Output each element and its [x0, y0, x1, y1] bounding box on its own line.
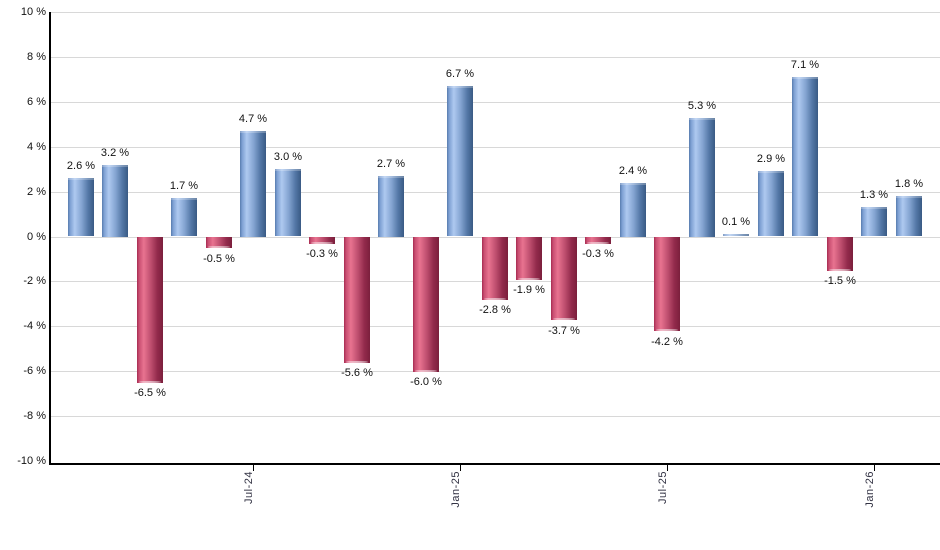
positive-bar	[102, 165, 128, 237]
y-tick-label: 0 %	[27, 231, 46, 243]
gridline	[50, 416, 940, 417]
positive-bar	[620, 183, 646, 237]
bar-value-label: 4.7 %	[238, 113, 268, 125]
gridline	[50, 326, 940, 327]
bar-value-label: 2.6 %	[66, 160, 96, 172]
negative-bar	[827, 237, 853, 271]
x-axis-line	[49, 463, 940, 465]
positive-bar	[896, 196, 922, 236]
y-tick-label: -10 %	[17, 455, 46, 467]
x-tick-label: Jan-25	[450, 471, 462, 508]
bar-value-label: 1.3 %	[859, 189, 889, 201]
x-tick-mark	[460, 465, 461, 471]
negative-bar	[413, 237, 439, 372]
y-tick-label: 2 %	[27, 186, 46, 198]
gridline	[50, 147, 940, 148]
x-tick-mark	[874, 465, 875, 471]
x-tick-mark	[253, 465, 254, 471]
bar-value-label: -0.3 %	[306, 248, 338, 260]
gridline	[50, 57, 940, 58]
bar-value-label: -0.5 %	[203, 253, 235, 265]
bar-value-label: 3.2 %	[100, 147, 130, 159]
negative-bar	[206, 237, 232, 248]
positive-bar	[723, 234, 749, 236]
negative-bar	[551, 237, 577, 320]
y-tick-label: 4 %	[27, 141, 46, 153]
bar-value-label: -6.0 %	[410, 376, 442, 388]
positive-bar	[861, 207, 887, 236]
positive-bar	[240, 131, 266, 237]
negative-bar	[482, 237, 508, 300]
negative-bar	[309, 237, 335, 244]
positive-bar	[378, 176, 404, 237]
positive-bar	[758, 171, 784, 236]
y-tick-label: -4 %	[23, 320, 46, 332]
x-tick-label: Jul-24	[243, 471, 255, 504]
gridline	[50, 102, 940, 103]
positive-bar	[275, 169, 301, 236]
y-tick-label: -6 %	[23, 365, 46, 377]
bar-value-label: -0.3 %	[582, 248, 614, 260]
positive-bar	[792, 77, 818, 236]
gridline	[50, 192, 940, 193]
positive-bar	[447, 86, 473, 236]
positive-bar	[68, 178, 94, 236]
bar-value-label: 2.4 %	[618, 165, 648, 177]
y-tick-label: 6 %	[27, 96, 46, 108]
bar-value-label: -4.2 %	[651, 336, 683, 348]
bar-value-label: -1.5 %	[824, 275, 856, 287]
bar-value-label: -2.8 %	[479, 304, 511, 316]
x-tick-label: Jan-26	[864, 471, 876, 508]
bar-value-label: 2.9 %	[756, 153, 786, 165]
negative-bar	[585, 237, 611, 244]
y-axis-line	[49, 12, 51, 464]
positive-bar	[689, 118, 715, 237]
y-tick-label: -8 %	[23, 410, 46, 422]
negative-bar	[137, 237, 163, 383]
y-tick-label: -2 %	[23, 275, 46, 287]
bar-value-label: 5.3 %	[687, 100, 717, 112]
y-tick-label: 10 %	[20, 6, 46, 18]
bar-value-label: -3.7 %	[548, 325, 580, 337]
y-tick-label: 8 %	[27, 51, 46, 63]
bar-value-label: 3.0 %	[273, 151, 303, 163]
bar-value-label: 0.1 %	[721, 216, 751, 228]
positive-bar	[171, 198, 197, 236]
gridline	[50, 12, 940, 13]
bar-value-label: 7.1 %	[790, 59, 820, 71]
gridline	[50, 371, 940, 372]
bar-value-label: 6.7 %	[445, 68, 475, 80]
x-tick-mark	[667, 465, 668, 471]
x-tick-label: Jul-25	[657, 471, 669, 504]
negative-bar	[516, 237, 542, 280]
negative-bar	[344, 237, 370, 363]
bar-value-label: -5.6 %	[341, 367, 373, 379]
bar-value-label: 1.8 %	[894, 178, 924, 190]
bar-value-label: 2.7 %	[376, 158, 406, 170]
negative-bar	[654, 237, 680, 331]
bar-value-label: 1.7 %	[169, 180, 199, 192]
bar-value-label: -6.5 %	[134, 387, 166, 399]
bar-value-label: -1.9 %	[513, 284, 545, 296]
